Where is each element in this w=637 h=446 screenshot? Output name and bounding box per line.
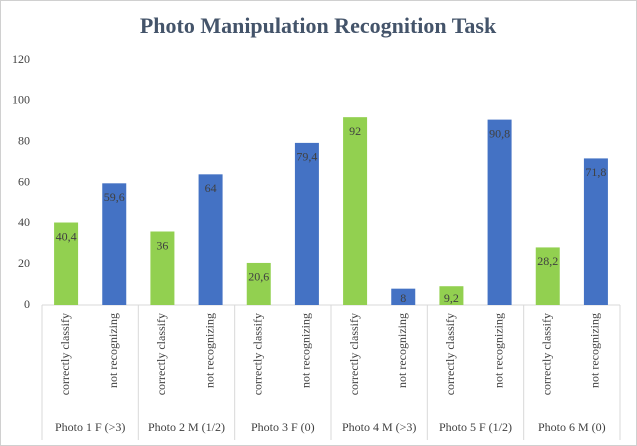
x-tick-label: correctly classify bbox=[154, 313, 168, 395]
bar bbox=[198, 174, 223, 305]
group-label: Photo 5 F (1/2) bbox=[439, 420, 512, 434]
x-tick-label: correctly classify bbox=[443, 313, 457, 395]
x-tick-label: not recognizing bbox=[299, 313, 313, 388]
value-label: 20,6 bbox=[248, 270, 269, 284]
group-label: Photo 4 M (>3) bbox=[342, 420, 416, 434]
x-tick-label: correctly classify bbox=[58, 313, 72, 395]
bar bbox=[246, 262, 271, 305]
value-label: 79,4 bbox=[296, 150, 317, 164]
y-tick-label: 60 bbox=[18, 174, 30, 188]
group-label: Photo 3 F (0) bbox=[251, 420, 315, 434]
bar bbox=[102, 183, 127, 305]
value-label: 64 bbox=[205, 181, 217, 195]
bar bbox=[391, 288, 416, 305]
y-tick-label: 0 bbox=[24, 297, 30, 311]
value-label: 9,2 bbox=[444, 291, 459, 305]
bar bbox=[439, 286, 464, 305]
value-label: 92 bbox=[349, 124, 361, 138]
value-label: 40,4 bbox=[56, 229, 77, 243]
x-tick-label: correctly classify bbox=[251, 313, 265, 395]
value-label: 8 bbox=[400, 291, 406, 305]
bar bbox=[535, 247, 560, 305]
value-label: 71,8 bbox=[585, 165, 606, 179]
x-tick-label: not recognizing bbox=[202, 313, 216, 388]
value-label: 28,2 bbox=[537, 254, 558, 268]
x-tick-label: correctly classify bbox=[540, 313, 554, 395]
value-label: 59,6 bbox=[104, 190, 125, 204]
chart-title: Photo Manipulation Recognition Task bbox=[140, 13, 497, 38]
bar bbox=[150, 231, 175, 305]
bar bbox=[294, 142, 319, 305]
value-label: 90,8 bbox=[489, 126, 510, 140]
bar bbox=[487, 119, 512, 305]
bar bbox=[343, 117, 368, 306]
y-tick-label: 100 bbox=[12, 93, 30, 107]
bar bbox=[583, 158, 608, 305]
x-tick-label: not recognizing bbox=[106, 313, 120, 388]
group-label: Photo 2 M (1/2) bbox=[148, 420, 225, 434]
x-tick-label: correctly classify bbox=[347, 313, 361, 395]
x-tick-label: not recognizing bbox=[491, 313, 505, 388]
y-tick-label: 80 bbox=[18, 133, 30, 147]
y-tick-label: 40 bbox=[18, 215, 30, 229]
group-label: Photo 6 M (0) bbox=[538, 420, 606, 434]
group-label: Photo 1 F (>3) bbox=[55, 420, 125, 434]
x-tick-label: not recognizing bbox=[395, 313, 409, 388]
y-tick-label: 20 bbox=[18, 256, 30, 270]
x-tick-label: not recognizing bbox=[588, 313, 602, 388]
value-label: 36 bbox=[156, 238, 168, 252]
bar bbox=[54, 222, 79, 305]
y-tick-label: 120 bbox=[12, 52, 30, 66]
